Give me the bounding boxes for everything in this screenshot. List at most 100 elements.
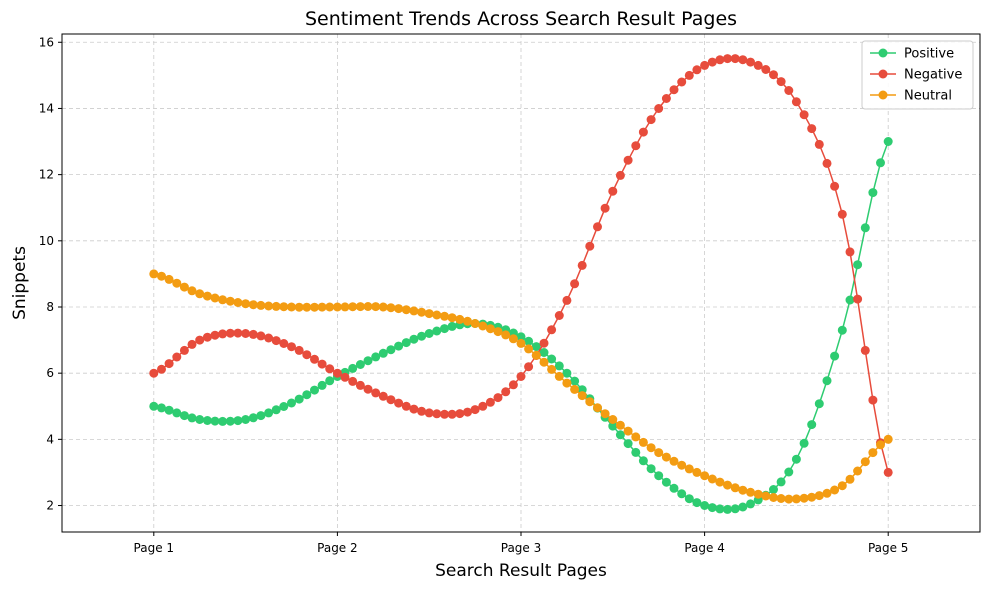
negative-point: [822, 158, 832, 168]
negative-point: [187, 339, 197, 349]
negative-point: [279, 339, 289, 348]
negative-point: [440, 409, 449, 419]
neutral-point: [409, 306, 419, 316]
positive-point: [294, 394, 304, 404]
positive-point: [279, 402, 289, 411]
negative-point: [883, 467, 893, 477]
positive-point: [195, 415, 205, 424]
neutral-point: [478, 321, 488, 331]
negative-point: [562, 295, 572, 305]
positive-point: [769, 485, 778, 494]
positive-point: [883, 137, 893, 146]
neutral-point: [501, 330, 511, 340]
axis-ticks: Page 1 Page 2 Page 3 Page 4 Page 5 2 4 6 8 10 12 14…: [39, 35, 909, 555]
neutral-point: [570, 384, 580, 394]
neutral-point: [746, 487, 755, 497]
negative-point: [287, 342, 296, 352]
neutral-point: [463, 316, 472, 326]
negative-point: [332, 368, 342, 378]
positive-point: [868, 188, 878, 198]
neutral-point: [202, 291, 212, 301]
positive-point: [807, 420, 817, 430]
x-tick-label: Page 5: [868, 541, 909, 555]
neutral-point: [654, 448, 664, 458]
positive-point: [440, 324, 449, 334]
positive-point: [271, 405, 281, 415]
positive-point: [715, 504, 725, 514]
negative-point: [248, 329, 258, 339]
negative-point: [317, 359, 327, 369]
neutral-point: [485, 324, 495, 334]
neutral-point: [600, 409, 610, 419]
neutral-point: [233, 298, 243, 307]
negative-point: [485, 397, 495, 407]
neutral-point: [524, 344, 534, 354]
positive-point: [853, 260, 863, 270]
negative-point: [210, 330, 220, 340]
negative-point: [791, 97, 801, 107]
positive-point: [860, 223, 870, 233]
positive-point: [233, 416, 243, 426]
positive-point: [302, 390, 312, 400]
neutral-point: [615, 420, 625, 430]
neutral-point: [440, 311, 449, 321]
neutral-point: [187, 286, 197, 296]
neutral-point: [279, 302, 289, 312]
positive-point: [241, 415, 251, 424]
neutral-point: [302, 302, 312, 312]
negative-point: [600, 203, 610, 213]
negative-point: [149, 368, 159, 378]
negative-point: [478, 401, 488, 411]
y-tick-label: 4: [46, 432, 54, 446]
negative-point: [455, 409, 465, 419]
neutral-point: [164, 274, 174, 284]
positive-point: [837, 325, 847, 335]
negative-point: [256, 331, 266, 341]
neutral-point: [677, 460, 687, 470]
negative-point: [853, 294, 863, 304]
negative-point: [868, 395, 878, 405]
neutral-point: [325, 302, 335, 312]
negative-point: [807, 124, 817, 134]
positive-point: [669, 483, 679, 493]
positive-point: [524, 336, 534, 346]
y-tick-label: 2: [46, 499, 54, 513]
neutral-point: [593, 403, 602, 413]
negative-point: [730, 54, 740, 64]
neutral-point: [378, 302, 388, 312]
positive-point: [562, 368, 572, 378]
neutral-point: [394, 304, 404, 314]
negative-point: [554, 311, 564, 320]
neutral-point: [287, 302, 296, 312]
neutral-point: [562, 378, 572, 388]
negative-point: [463, 407, 472, 417]
neutral-point: [310, 302, 319, 312]
x-axis-label: Search Result Pages: [435, 561, 607, 581]
legend: Positive Negative Neutral: [861, 40, 974, 110]
negative-point: [264, 333, 274, 343]
positive-point: [631, 447, 641, 457]
positive-point: [608, 421, 618, 431]
positive-point: [202, 416, 212, 425]
positive-point: [661, 477, 671, 487]
positive-point: [371, 352, 381, 362]
positive-point: [876, 158, 885, 168]
neutral-point: [715, 477, 725, 487]
neutral-point: [791, 494, 801, 504]
negative-point: [677, 77, 687, 87]
series-positive: [149, 137, 893, 514]
positive-point: [615, 430, 625, 440]
positive-point: [447, 321, 457, 331]
legend-swatch-marker: [878, 90, 888, 100]
negative-point: [241, 329, 251, 338]
neutral-point: [417, 307, 427, 317]
neutral-point: [195, 289, 205, 299]
positive-point: [677, 489, 687, 499]
neutral-point: [371, 302, 381, 312]
positive-point: [830, 351, 840, 361]
y-tick-label: 10: [39, 234, 54, 248]
negative-point: [814, 139, 824, 149]
negative-point: [684, 70, 694, 80]
neutral-point: [776, 494, 786, 503]
